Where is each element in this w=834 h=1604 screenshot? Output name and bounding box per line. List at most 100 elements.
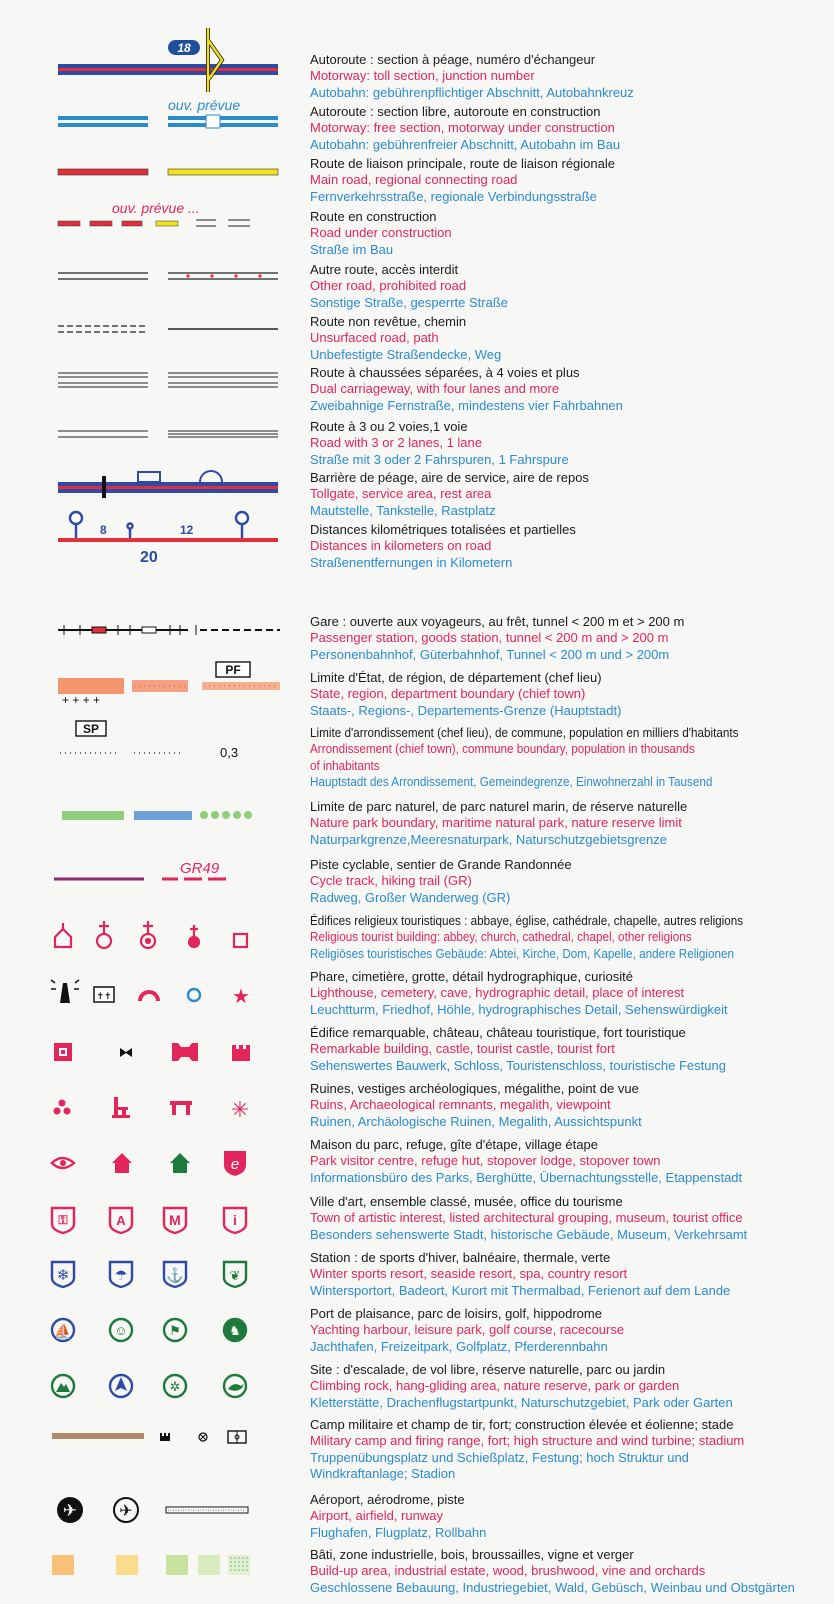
lighthouse-icon <box>50 979 80 1003</box>
spa-icon: ⚓ <box>162 1260 188 1289</box>
svg-text:PF: PF <box>225 663 240 677</box>
label-german: Geschlossene Bebauung, Industriegebiet, … <box>310 1579 795 1595</box>
label-english: Town of artistic interest, listed archit… <box>310 1210 743 1226</box>
symbol-road-lanes <box>58 430 278 438</box>
symbol-town-of-art: ⚿ A M i <box>50 1206 248 1235</box>
label-english: Remarkable building, castle, tourist cas… <box>310 1041 615 1057</box>
label-french: Station : de sports d'hiver, balnéaire, … <box>310 1250 611 1265</box>
symbol-arrondissement-boundary: SP 0,3 <box>60 720 238 760</box>
symbol-land-use <box>52 1555 250 1575</box>
label-french: Limite de parc naturel, de parc naturel … <box>310 799 688 814</box>
svg-text:⛵: ⛵ <box>54 1323 71 1340</box>
legend-entry-text: Route en construction Road under construc… <box>310 209 452 258</box>
symbol-other-road <box>58 272 278 280</box>
golf-course-icon: ⚑ <box>162 1317 188 1343</box>
symbol-state-boundary: + + + + PF <box>58 661 280 707</box>
label-english: Dual carriageway, with four lanes and mo… <box>310 381 560 397</box>
legend-entry: Édifices religieux touristiques : abbaye… <box>0 911 834 967</box>
svg-text:⚓: ⚓ <box>166 1267 183 1284</box>
tourist-castle-icon <box>172 1043 198 1061</box>
label-french: Piste cyclable, sentier de Grande Randon… <box>310 857 572 872</box>
label-french: Distances kilométriques totalisées et pa… <box>310 522 576 537</box>
svg-text:12: 12 <box>180 523 194 537</box>
label-german: Unbefestigte Straßendecke, Weg <box>310 346 502 362</box>
label-french: Ville d'art, ensemble classé, musée, off… <box>310 1194 623 1209</box>
legend-entry: Bâti, zone industrielle, bois, broussail… <box>0 1545 834 1601</box>
legend-entry: ✲ Site : d'escalade, de vol libre, réser… <box>0 1360 834 1416</box>
label-german: Sonstige Straße, gesperrte Straße <box>310 294 508 310</box>
legend-entry: e Maison du parc, refuge, gîte d'étape, … <box>0 1135 834 1191</box>
label-german: Wintersportort, Badeort, Kurort mit Ther… <box>310 1282 731 1298</box>
label-french: Maison du parc, refuge, gîte d'étape, vi… <box>310 1137 598 1152</box>
svg-text:♞: ♞ <box>229 1323 241 1338</box>
legend-entry-text: Route à chaussées séparées, à 4 voies et… <box>310 365 623 414</box>
label-german: Mautstelle, Tankstelle, Rastplatz <box>310 502 496 518</box>
svg-text:✲: ✲ <box>170 1379 181 1394</box>
junction-badge: 18 <box>168 40 200 55</box>
legend-entry-text: Route à 3 ou 2 voies,1 voie Road with 3 o… <box>310 419 569 468</box>
abbey-icon <box>53 923 73 949</box>
label-german: Flughafen, Flugplatz, Rollbahn <box>310 1524 487 1540</box>
legend-entry: Autre route, accès interdit Other road, p… <box>0 260 834 316</box>
legend-entry: Édifice remarquable, château, château to… <box>0 1023 834 1079</box>
legend-entry-text: Bâti, zone industrielle, bois, broussail… <box>310 1547 795 1596</box>
label-german: Truppenübungsplatz und Schießplatz, Fest… <box>310 1449 689 1465</box>
label-english: Yachting harbour, leisure park, golf cou… <box>310 1322 625 1338</box>
label-french: Camp militaire et champ de tir, fort; co… <box>310 1417 734 1432</box>
legend-entry: Gare : ouverte aux voyageurs, au frêt, t… <box>0 612 834 668</box>
legend-entry: ⛵ ☺ ⚑ ♞ Port de plaisance, parc de loisi… <box>0 1304 834 1360</box>
brushwood-icon <box>198 1555 220 1575</box>
symbol-motorway-free: ouv. prévue <box>58 97 278 129</box>
legend-entry: GR49 Piste cyclable, sentier de Grande R… <box>0 855 834 911</box>
legend-entry: ✈ ✈ Aéroport, aérodrome, piste Airport, a… <box>0 1490 834 1546</box>
tourist-fort-icon <box>232 1045 250 1061</box>
svg-text:8: 8 <box>100 523 107 537</box>
svg-text:0,3: 0,3 <box>220 745 238 760</box>
label-german: Straßenentfernungen in Kilometern <box>310 554 513 570</box>
label-english: Other road, prohibited road <box>310 278 467 294</box>
label-german: Straße mit 3 oder 2 Fahrspuren, 1 Fahrsp… <box>310 451 569 467</box>
vine-orchards-icon <box>228 1555 250 1575</box>
symbol-cycle-track-hiking-trail: GR49 <box>54 860 226 881</box>
wood-icon <box>166 1555 188 1575</box>
label-english: Motorway: toll section, junction number <box>310 68 535 84</box>
legend-entry: ✳ Ruines, vestiges archéologiques, mégal… <box>0 1079 834 1135</box>
refuge-hut-icon <box>112 1153 132 1173</box>
label-english: of inhabitants <box>310 757 380 773</box>
hydrographic-detail-icon <box>186 987 202 1003</box>
svg-text:GR49: GR49 <box>180 860 220 877</box>
industrial-estate-icon <box>116 1555 138 1575</box>
label-german: Windkraftanlage; Stadion <box>310 1465 456 1481</box>
high-structure-icon <box>198 1432 208 1442</box>
svg-text:❄: ❄ <box>57 1267 70 1284</box>
legend-entry-text: Barrière de péage, aire de service, aire… <box>310 470 589 519</box>
airport-icon: ✈ <box>57 1497 83 1523</box>
label-german: Naturparkgrenze,Meeresnaturpark, Natursc… <box>310 831 667 847</box>
symbol-leisure: ⛵ ☺ ⚑ ♞ <box>50 1317 248 1343</box>
church-icon <box>95 921 113 950</box>
symbol-distances: 8 12 20 <box>58 510 278 566</box>
label-french: Édifices religieux touristiques : abbaye… <box>310 913 744 928</box>
label-french: Route non revêtue, chemin <box>310 314 467 329</box>
svg-text:☂: ☂ <box>115 1267 128 1283</box>
label-french: Route en construction <box>310 209 437 224</box>
stadium-icon <box>227 1430 247 1444</box>
legend-entry: Route à chaussées séparées, à 4 voies et… <box>0 363 834 419</box>
legend-entry: + + + + PF Limite d'État, de région, de … <box>0 661 834 724</box>
legend-entry-text: Autoroute : section à péage, numéro d'éc… <box>310 52 634 101</box>
label-english: Ruins, Archaeological remnants, megalith… <box>310 1097 611 1113</box>
label-french: Autoroute : section libre, autoroute en … <box>310 104 601 119</box>
svg-text:A: A <box>116 1213 126 1228</box>
label-french: Site : d'escalade, de vol libre, réserve… <box>310 1362 666 1377</box>
label-french: Limite d'État, de région, de département… <box>310 670 602 685</box>
legend-entry-text: Phare, cimetière, grotte, détail hydrogr… <box>310 969 728 1018</box>
label-english: Tollgate, service area, rest area <box>310 486 492 502</box>
legend-entry-text: Limite d'arrondissement (chef lieu), de … <box>310 725 786 790</box>
label-french: Aéroport, aérodrome, piste <box>310 1492 465 1507</box>
country-resort-icon: ❦ <box>222 1260 248 1289</box>
symbol-unsurfaced-road <box>58 325 278 333</box>
label-french: Port de plaisance, parc de loisirs, golf… <box>310 1306 602 1321</box>
svg-text:ouv. prévue ...: ouv. prévue ... <box>112 200 200 216</box>
symbol-railway <box>58 625 280 635</box>
label-english: Climbing rock, hang-gliding area, nature… <box>310 1378 680 1394</box>
